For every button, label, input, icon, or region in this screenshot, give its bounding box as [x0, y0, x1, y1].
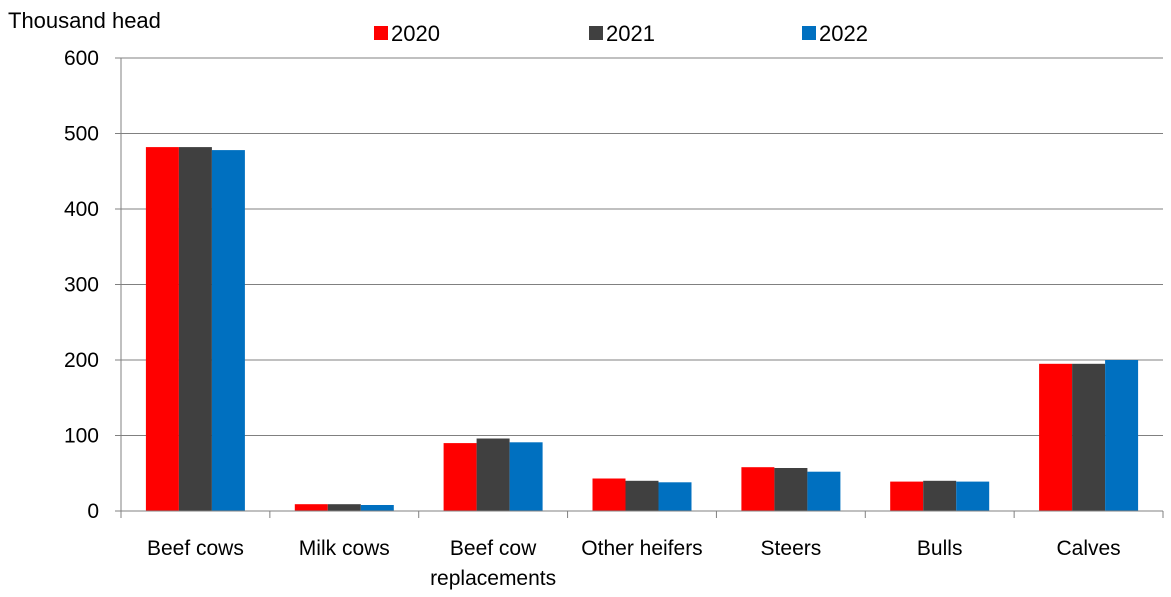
bar-2022-3 [658, 482, 692, 511]
legend-swatch-2020 [374, 26, 388, 40]
y-axis-unit-label: Thousand head [8, 8, 161, 33]
bar-2022-1 [360, 505, 394, 511]
bar-2020-6 [1039, 363, 1073, 511]
legend: 2020 2021 2022 [374, 21, 868, 46]
y-tick-label: 400 [64, 198, 99, 221]
legend-swatch-2022 [802, 26, 816, 40]
legend-label: 2022 [819, 21, 868, 46]
bar-2020-5 [890, 481, 924, 511]
y-tick-label: 100 [64, 425, 99, 448]
legend-label: 2020 [391, 21, 440, 46]
bar-2021-2 [476, 438, 510, 511]
bar-2022-6 [1105, 360, 1139, 511]
bars [145, 147, 1139, 511]
bar-2021-0 [178, 147, 212, 511]
bar-2022-5 [956, 481, 990, 511]
bar-2020-4 [741, 467, 775, 511]
bar-2021-5 [923, 480, 957, 511]
y-tick-label: 0 [87, 500, 99, 523]
x-category-label: Bulls [917, 537, 963, 560]
legend-swatch-2021 [589, 26, 603, 40]
x-category-label: replacements [430, 567, 556, 590]
bar-2020-2 [443, 443, 477, 511]
y-tick-label: 200 [64, 349, 99, 372]
x-category-label: Steers [761, 537, 822, 560]
x-category-label: Other heifers [581, 537, 702, 560]
y-tick-label: 600 [64, 47, 99, 70]
y-axis: 0 100 200 300 400 500 600 [64, 47, 122, 523]
bar-2021-6 [1072, 363, 1106, 511]
x-category-label: Milk cows [299, 537, 390, 560]
bar-2021-4 [774, 468, 808, 511]
bar-2020-1 [294, 504, 328, 511]
x-category-label: Calves [1056, 537, 1120, 560]
y-tick-label: 300 [64, 274, 99, 297]
gridlines [121, 57, 1163, 436]
bar-2021-3 [625, 480, 659, 511]
bar-2020-0 [145, 147, 179, 511]
x-category-label: Beef cows [147, 537, 244, 560]
x-category-label: Beef cow [450, 537, 537, 560]
bar-2022-0 [211, 150, 245, 511]
legend-label: 2021 [606, 21, 655, 46]
bar-2020-3 [592, 478, 626, 511]
x-axis: Beef cows Milk cows Beef cow replacements Ot… [120, 510, 1164, 590]
bar-2021-1 [327, 504, 361, 511]
bar-2022-4 [807, 471, 841, 511]
bar-2022-2 [509, 442, 543, 511]
y-tick-label: 500 [64, 123, 99, 146]
